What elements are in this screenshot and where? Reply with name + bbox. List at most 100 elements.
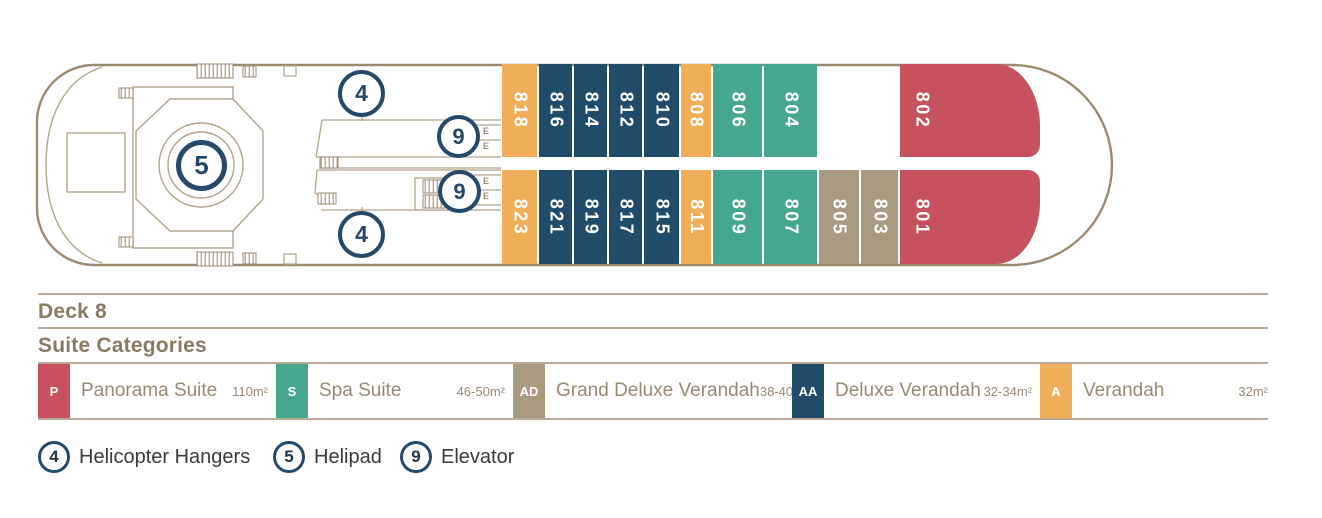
cabin-816[interactable]: 816 bbox=[539, 64, 572, 157]
feature-number-badge: 5 bbox=[273, 441, 305, 473]
divider bbox=[38, 327, 1268, 329]
cabin-number: 812 bbox=[616, 91, 637, 130]
vent-top-large bbox=[196, 63, 234, 79]
category-swatch: S bbox=[276, 364, 308, 418]
cabin-number: 801 bbox=[912, 198, 933, 236]
cabin-809[interactable]: 809 bbox=[713, 170, 762, 264]
legend-item-spa-suite: S Spa Suite 46-50m² bbox=[276, 364, 505, 418]
helipad-circle-outer bbox=[158, 122, 244, 208]
cabin-number: 815 bbox=[652, 198, 673, 236]
helipad-marker: 5 bbox=[176, 140, 227, 191]
cabin-number: 814 bbox=[581, 91, 602, 130]
cabin-802[interactable]: 802 bbox=[900, 64, 1040, 157]
feature-label: Helipad bbox=[314, 445, 382, 468]
category-size: 32-34m² bbox=[983, 383, 1032, 399]
cabin-number: 811 bbox=[686, 198, 707, 236]
suite-categories-title: Suite Categories bbox=[38, 334, 207, 357]
cabin-821[interactable]: 821 bbox=[539, 170, 572, 264]
hangar-corridors bbox=[314, 116, 501, 212]
elevator-letter: E bbox=[483, 176, 490, 186]
divider bbox=[38, 362, 1268, 364]
bow-inner-line bbox=[45, 66, 103, 264]
cabin-number: 816 bbox=[546, 91, 567, 130]
cabin-number: 808 bbox=[686, 91, 707, 130]
divider bbox=[38, 293, 1268, 295]
cabin-814[interactable]: 814 bbox=[574, 64, 607, 157]
hangar-marker-bottom: 4 bbox=[338, 211, 385, 258]
legend-item-panorama-suite: P Panorama Suite 110m² bbox=[38, 364, 268, 418]
feature-helicopter-hangers: 4 Helicopter Hangers bbox=[38, 441, 250, 473]
cabin-804[interactable]: 804 bbox=[764, 64, 817, 157]
elevator-letter: E bbox=[483, 126, 490, 136]
category-swatch: P bbox=[38, 364, 70, 418]
cabin-819[interactable]: 819 bbox=[574, 170, 607, 264]
category-size: 32m² bbox=[1238, 383, 1268, 399]
elevator-letter: E bbox=[483, 191, 490, 201]
vent-bottom-small bbox=[242, 252, 257, 265]
category-name: Deluxe Verandah bbox=[835, 380, 981, 401]
legend-item-verandah: A Verandah 32m² bbox=[1040, 364, 1268, 418]
feature-number-badge: 9 bbox=[400, 441, 432, 473]
bow-room bbox=[66, 132, 126, 193]
cabin-806[interactable]: 806 bbox=[713, 64, 762, 157]
cabin-817[interactable]: 817 bbox=[609, 170, 642, 264]
feature-helipad: 5 Helipad bbox=[273, 441, 382, 473]
cabin-number: 802 bbox=[912, 91, 933, 130]
deck-title: Deck 8 bbox=[38, 300, 107, 323]
cabin-805[interactable]: 805 bbox=[819, 170, 859, 264]
divider bbox=[38, 418, 1268, 420]
category-size: 110m² bbox=[232, 383, 268, 399]
category-name: Grand Deluxe Verandah bbox=[556, 380, 760, 401]
feature-elevator: 9 Elevator bbox=[400, 441, 514, 473]
cabin-number: 805 bbox=[829, 198, 850, 236]
category-swatch: AD bbox=[513, 364, 545, 418]
hangar-marker-top: 4 bbox=[338, 70, 385, 117]
cabin-number: 819 bbox=[581, 198, 602, 236]
cabin-number: 810 bbox=[652, 91, 673, 130]
hull-tab-top bbox=[283, 65, 297, 77]
cabin-807[interactable]: 807 bbox=[764, 170, 817, 264]
hangar-hatch-top bbox=[319, 156, 339, 169]
cabin-number: 817 bbox=[616, 198, 637, 236]
cabin-811[interactable]: 811 bbox=[681, 170, 711, 264]
cabin-818[interactable]: 818 bbox=[502, 64, 537, 157]
feature-label: Elevator bbox=[441, 445, 515, 468]
category-name: Spa Suite bbox=[319, 380, 402, 401]
legend-item-grand-deluxe-verandah: AD Grand Deluxe Verandah 38-40m² bbox=[513, 364, 808, 418]
elevator-marker-bottom: 9 bbox=[438, 170, 481, 213]
elevator-letter: E bbox=[483, 141, 490, 151]
elevator-marker-top: 9 bbox=[437, 115, 480, 158]
cabin-number: 823 bbox=[510, 198, 531, 236]
category-size: 46-50m² bbox=[456, 383, 505, 399]
cabin-812[interactable]: 812 bbox=[609, 64, 642, 157]
legend-item-deluxe-verandah: AA Deluxe Verandah 32-34m² bbox=[792, 364, 1032, 418]
category-swatch: A bbox=[1040, 364, 1072, 418]
cabin-803[interactable]: 803 bbox=[861, 170, 898, 264]
hangar-hatch-bottom bbox=[317, 192, 337, 205]
cabin-808[interactable]: 808 bbox=[681, 64, 711, 157]
platform-tab-bottom bbox=[118, 236, 134, 248]
cabin-number: 821 bbox=[546, 198, 567, 236]
cabin-number: 803 bbox=[870, 198, 891, 236]
helipad-circle-inner bbox=[167, 131, 235, 199]
category-name: Panorama Suite bbox=[81, 380, 218, 401]
cabin-number: 809 bbox=[727, 198, 748, 236]
feature-label: Helicopter Hangers bbox=[79, 445, 251, 468]
elevator-cell-lines bbox=[474, 124, 501, 206]
cabin-number: 804 bbox=[780, 91, 801, 130]
feature-number-badge: 4 bbox=[38, 441, 70, 473]
vent-top-small bbox=[242, 65, 257, 78]
cabin-801[interactable]: 801 bbox=[900, 170, 1040, 264]
category-name: Verandah bbox=[1083, 380, 1165, 401]
vent-bottom-large bbox=[196, 251, 234, 267]
cabin-823[interactable]: 823 bbox=[502, 170, 537, 264]
cabin-810[interactable]: 810 bbox=[644, 64, 679, 157]
cabin-number: 806 bbox=[727, 91, 748, 130]
cabin-number: 807 bbox=[780, 198, 801, 236]
category-swatch: AA bbox=[792, 364, 824, 418]
cabin-number: 818 bbox=[510, 91, 531, 130]
platform-tab-top bbox=[118, 87, 134, 99]
hull-tab-bottom bbox=[283, 253, 297, 265]
cabin-815[interactable]: 815 bbox=[644, 170, 679, 264]
